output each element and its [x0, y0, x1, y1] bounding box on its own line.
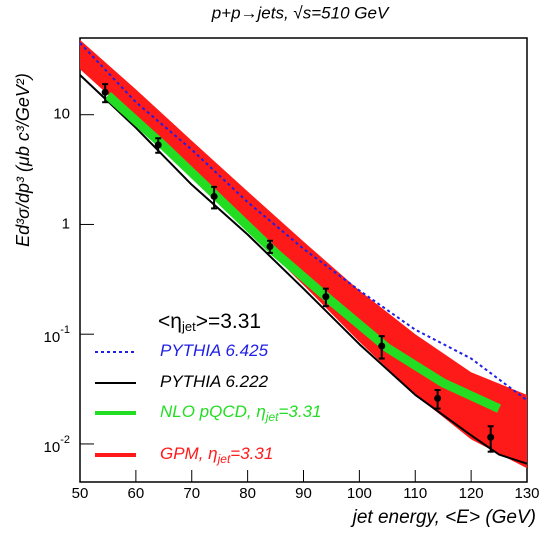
x-tick-label: 70: [183, 485, 200, 502]
x-tick-label: 120: [459, 485, 484, 502]
y-tick-base: 10: [53, 106, 70, 123]
x-tick-label: 60: [128, 485, 145, 502]
y-tick-label: 10: [53, 106, 70, 123]
data-point: [210, 192, 218, 200]
y-tick-base: 10: [44, 329, 61, 346]
data-point: [101, 88, 109, 96]
data-point: [154, 141, 162, 149]
legend-label: NLO pQCD, ηjet=3.31: [160, 402, 322, 424]
legend-label-part: PYTHIA 6.222: [160, 372, 269, 391]
y-axis-label: Ed³σ/dp³ (μb c³/GeV²): [13, 73, 33, 247]
legend-label-part: NLO pQCD, η: [160, 402, 266, 421]
legend-label-part: jet: [264, 410, 279, 424]
x-tick-label: 50: [72, 485, 89, 502]
x-tick-label: 110: [403, 485, 427, 502]
data-point: [378, 342, 386, 350]
legend-label-part: GPM, η: [160, 444, 218, 463]
legend-label-part: =3.31: [230, 444, 273, 463]
y-tick-base: 10: [44, 439, 61, 456]
legend-label-part: =3.31: [278, 402, 321, 421]
series-line: [79, 74, 528, 465]
legend-label: PYTHIA 6.425: [160, 341, 269, 360]
y-tick-exp: -1: [60, 324, 70, 336]
data-point: [487, 433, 495, 441]
x-tick-label: 100: [347, 485, 372, 502]
x-tick-label: 90: [295, 485, 312, 502]
series-line: [79, 42, 528, 402]
legend-label-part: jet: [216, 452, 231, 466]
annotation-part: >=3.31: [196, 310, 261, 333]
annotation: <ηjet>=3.31: [158, 310, 261, 335]
y-tick-base: 1: [62, 215, 70, 232]
chart-title: p+p→jets, √s=510 GeV: [211, 3, 390, 22]
legend-label: PYTHIA 6.222: [160, 372, 269, 391]
annotation-part: <η: [158, 310, 182, 333]
legend-label: GPM, ηjet=3.31: [160, 444, 273, 466]
y-tick-label: 1: [62, 215, 70, 232]
series-line: [104, 92, 501, 413]
y-tick-exp: -2: [60, 434, 70, 446]
annotation-part: jet: [181, 319, 196, 334]
legend-label-part: PYTHIA 6.425: [160, 341, 269, 360]
data-point: [434, 394, 442, 402]
x-tick-label: 80: [239, 485, 256, 502]
data-point: [322, 293, 330, 301]
y-tick-label: 10-2: [44, 434, 70, 456]
y-tick-label: 10-1: [44, 324, 70, 346]
data-point: [266, 242, 274, 250]
x-tick-label: 130: [514, 485, 539, 502]
x-axis-label: jet energy, <E> (GeV): [350, 507, 536, 528]
